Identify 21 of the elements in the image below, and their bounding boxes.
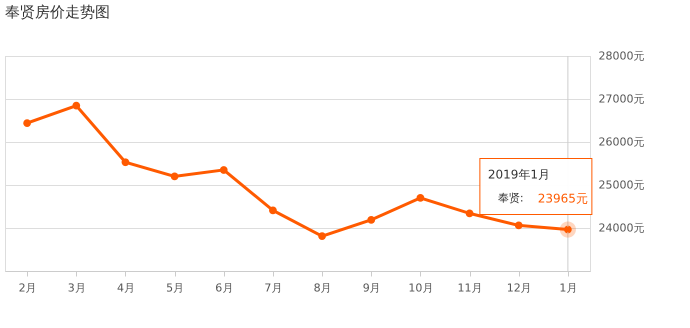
x-tick-label: 12月 bbox=[506, 282, 532, 294]
x-tick-label: 1月 bbox=[559, 282, 578, 294]
x-tick-label: 9月 bbox=[362, 282, 381, 294]
x-tick-label: 2月 bbox=[18, 282, 37, 294]
y-tick-label: 24000元 bbox=[598, 222, 644, 234]
x-tick-label: 10月 bbox=[408, 282, 434, 294]
x-tick-label: 6月 bbox=[215, 282, 234, 294]
x-tick-label: 11月 bbox=[458, 282, 483, 294]
x-tick-label: 7月 bbox=[264, 282, 282, 294]
x-tick-label: 4月 bbox=[116, 282, 135, 294]
annotation: 2019年1月 bbox=[488, 168, 550, 182]
y-tick-label: 27000元 bbox=[598, 92, 644, 106]
data-label: 23965元 bbox=[538, 192, 588, 206]
x-tick-label: 8月 bbox=[314, 282, 332, 294]
x-tick-label: 5月 bbox=[166, 282, 184, 294]
y-tick-label: 26000元 bbox=[598, 136, 644, 148]
x-tick-label: 3月 bbox=[68, 282, 86, 294]
series-label: 奉贤: bbox=[498, 192, 524, 205]
chart-title: 奉贤房价走势图 bbox=[5, 3, 110, 21]
y-tick-label: 28000元 bbox=[598, 50, 644, 62]
y-tick-label: 25000元 bbox=[598, 178, 644, 192]
